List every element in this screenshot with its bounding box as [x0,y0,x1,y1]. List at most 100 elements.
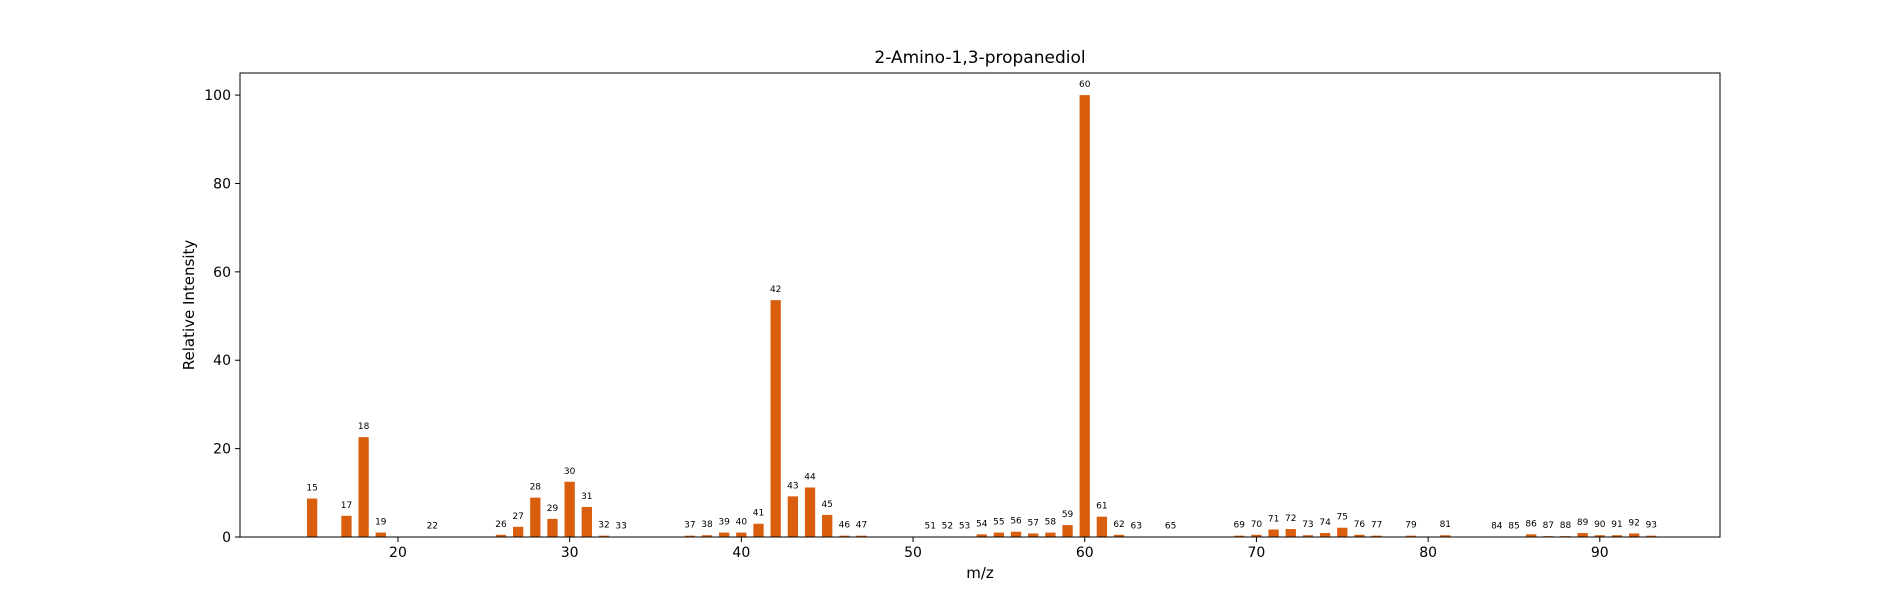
bar [701,535,713,537]
bar-label: 79 [1405,521,1417,531]
bar-label: 56 [1010,517,1022,527]
bar-label: 71 [1268,514,1279,524]
bar-label: 46 [839,521,851,531]
bar-label: 57 [1028,518,1039,528]
bar-label: 18 [358,422,370,432]
bar-label: 75 [1337,513,1348,523]
bar [1577,533,1588,537]
bar-label: 65 [1165,522,1176,532]
x-tick-label: 30 [561,545,579,561]
bar [1440,535,1451,537]
bar [1079,95,1090,537]
bar-label: 28 [530,483,542,493]
bar-label: 73 [1302,520,1313,530]
y-tick-label: 20 [213,442,231,458]
bar-label: 63 [1131,522,1142,532]
bar-label: 33 [615,522,626,532]
bar-label: 19 [375,518,387,528]
bar-label: 85 [1508,522,1519,532]
plot-area: 15 17 18 19 22 26 27 28 29 30 31 32 33 37 38 39 40 41 42 43… [204,72,1721,561]
bar [1646,535,1657,537]
bar [1354,534,1365,537]
bar-label: 77 [1371,521,1382,531]
bar-label: 27 [512,512,523,522]
bar [787,496,798,537]
bar [598,535,610,537]
bar-label: 76 [1354,520,1366,530]
bar-label: 86 [1525,519,1537,529]
bar [1113,534,1125,537]
bar-label: 74 [1319,518,1331,528]
y-tick-label: 0 [222,530,231,546]
bar-label: 52 [942,522,953,532]
bar [1629,533,1640,537]
bar [1611,535,1623,537]
bar-label: 62 [1113,520,1124,530]
bar-label: 30 [564,467,576,477]
bar-label: 93 [1646,521,1657,531]
bar [684,535,695,537]
bar-label: 84 [1491,522,1503,532]
bar [1251,534,1262,537]
bar [581,506,592,537]
bar [1010,531,1022,537]
bar-label: 90 [1594,520,1606,530]
bar [1405,535,1417,537]
bar-label: 43 [787,481,798,491]
x-tick-label: 60 [1076,545,1094,561]
bar [1302,535,1314,537]
bar-label: 61 [1096,502,1107,512]
bar [822,514,833,537]
bar-label: 37 [684,521,695,531]
bar [719,532,730,537]
chart-title: 2-Amino-1,3-propanediol [874,48,1085,68]
bar [753,523,764,537]
bar [358,437,369,537]
bar [1268,529,1279,537]
bar [736,532,747,537]
x-tick-label: 70 [1248,545,1266,561]
bar-label: 38 [701,520,713,530]
bar [1062,525,1073,537]
bar-label: 26 [495,520,507,530]
bar-label: 31 [581,492,592,502]
bar-label: 51 [924,522,935,532]
x-tick-label: 40 [732,545,750,561]
bar [512,526,524,537]
bar-label: 54 [976,519,988,529]
bar-label: 60 [1079,80,1091,90]
x-axis-label: m/z [966,564,994,582]
bar-label: 88 [1560,521,1572,531]
bar [495,534,507,537]
bar-label: 39 [718,518,730,528]
x-tick-label: 20 [389,545,407,561]
bar [306,498,318,537]
bar [1234,535,1245,537]
bar-label: 89 [1577,518,1589,528]
bar [547,518,558,537]
bar-label: 53 [959,522,970,532]
bar [341,515,352,537]
bar [839,535,850,537]
bar [993,532,1005,537]
x-tick-label: 80 [1419,545,1437,561]
bar-label: 59 [1062,510,1074,520]
bar-label: 92 [1628,518,1639,528]
x-tick-label: 90 [1591,545,1609,561]
bar-label: 44 [804,473,816,483]
bar-label: 69 [1234,521,1246,531]
bar-label: 72 [1285,514,1296,524]
bar-label: 22 [427,522,438,532]
bar-label: 41 [753,509,764,519]
bar-label: 45 [821,500,832,510]
bar [1285,529,1296,537]
y-tick-label: 40 [213,353,231,369]
bar [1319,533,1331,537]
bar-label: 40 [736,518,748,528]
bar-label: 42 [770,285,781,295]
plot-frame [239,72,1721,538]
bar [1371,535,1382,537]
bar [564,481,575,537]
bar-label: 70 [1251,520,1263,530]
